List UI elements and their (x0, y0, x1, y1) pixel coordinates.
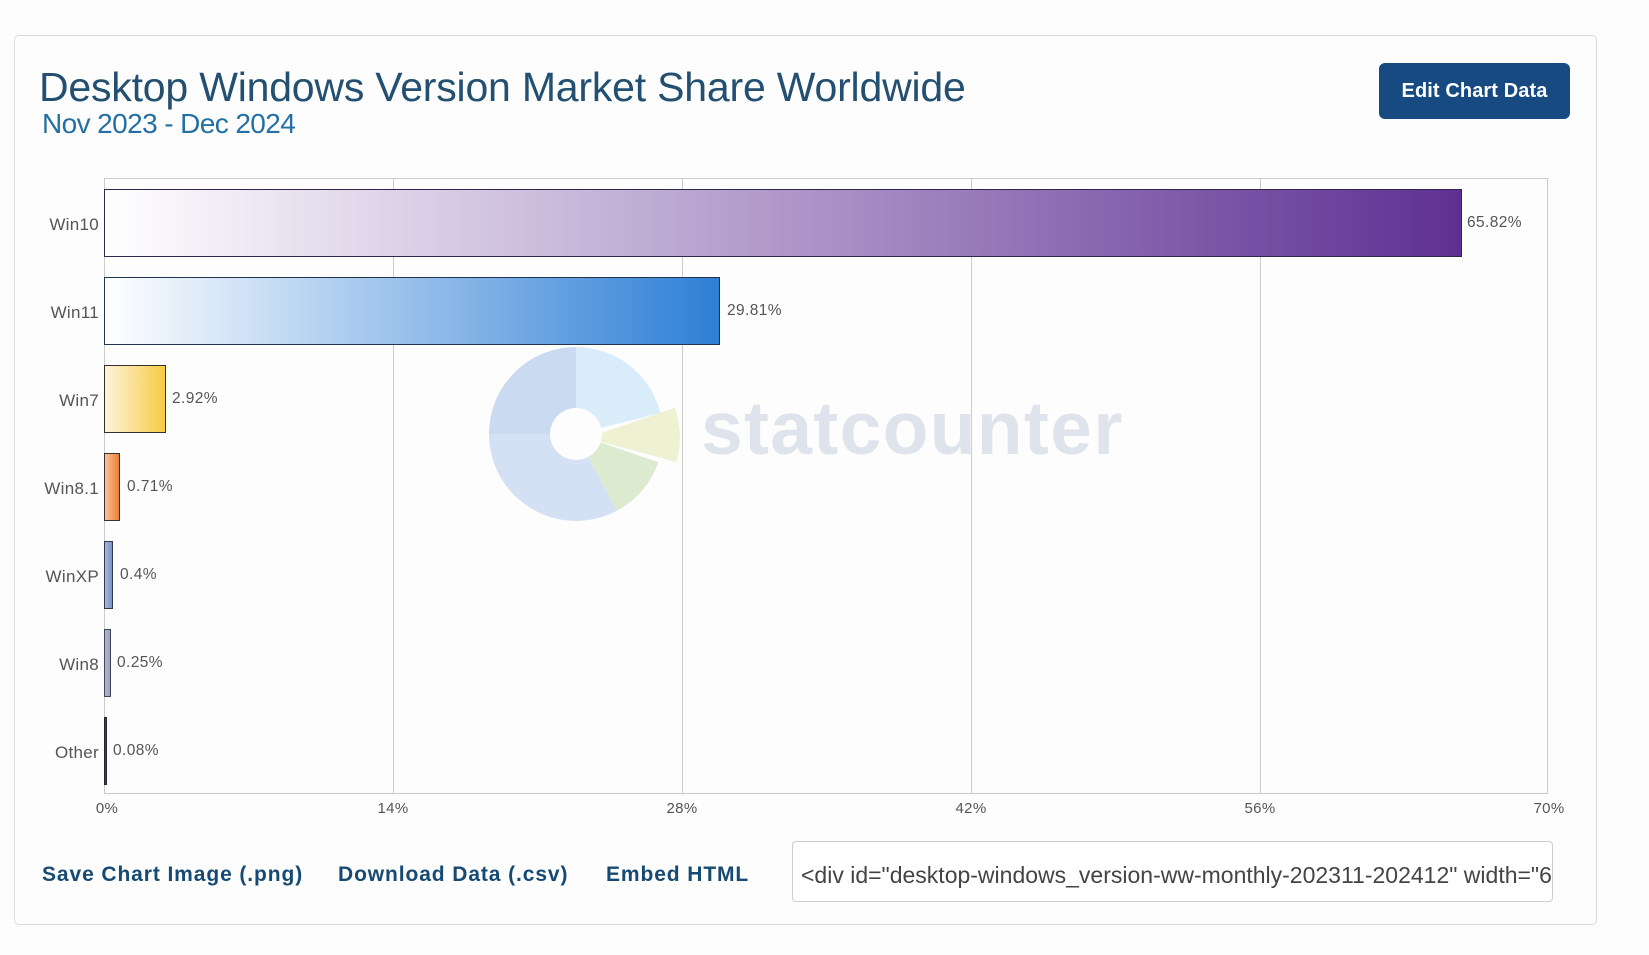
svg-text:statcounter: statcounter (701, 386, 1124, 470)
